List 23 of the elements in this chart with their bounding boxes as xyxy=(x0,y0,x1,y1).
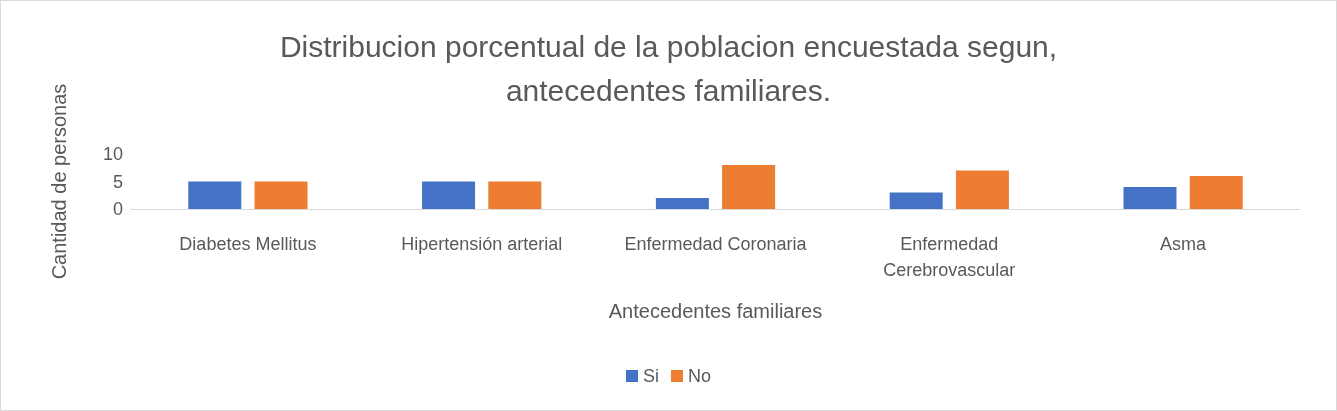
bar xyxy=(1123,187,1177,209)
bar xyxy=(889,192,943,209)
chart-title: Distribucion porcentual de la poblacion encuestada segun, antecedentes familiares. xyxy=(279,29,1058,107)
x-tick-label: Asma xyxy=(1160,234,1208,254)
x-tick-label: Enfermedad Coronaria xyxy=(624,234,808,254)
x-tick-label: Enfermedad Cerebrovascular xyxy=(883,234,1016,280)
bar xyxy=(955,170,1009,209)
bar xyxy=(1189,176,1243,209)
bar xyxy=(422,181,476,209)
x-tick-label: Hipertensión arterial xyxy=(401,234,563,254)
bar xyxy=(188,181,242,209)
bar xyxy=(722,165,776,209)
bar xyxy=(655,198,709,209)
y-axis-title: Cantidad de personas xyxy=(48,83,70,280)
legend-label: No xyxy=(688,366,712,386)
y-tick-label: 10 xyxy=(102,144,123,164)
bar xyxy=(254,181,308,209)
x-axis-title: Antecedentes familiares xyxy=(608,300,823,322)
legend-label: Si xyxy=(642,366,660,386)
y-tick-label: 0 xyxy=(112,199,123,219)
bar xyxy=(488,181,542,209)
x-tick-label: Diabetes Mellitus xyxy=(179,234,317,254)
y-tick-label: 5 xyxy=(112,171,123,192)
